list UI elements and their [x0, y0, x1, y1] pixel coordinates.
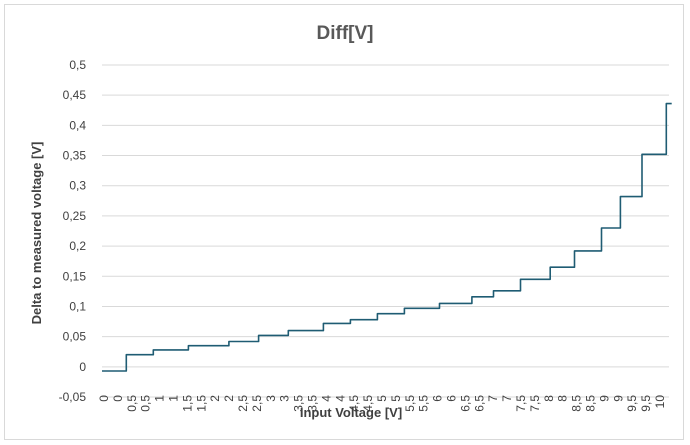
- x-tick-label: 3,5: [306, 395, 320, 412]
- y-tick-label: 0,3: [69, 179, 86, 193]
- y-tick-label: 0,5: [69, 58, 86, 72]
- y-tick-label: -0,05: [59, 390, 87, 404]
- x-tick-label: 7: [500, 395, 514, 402]
- x-tick-label: 7: [486, 395, 500, 402]
- x-tick-label: 6: [445, 395, 459, 402]
- y-tick-label: 0,1: [69, 299, 86, 313]
- y-tick-label: 0: [79, 360, 86, 374]
- x-tick-label: 4,5: [361, 395, 375, 412]
- y-tick-label: 0,15: [63, 269, 87, 283]
- series-line: [102, 102, 672, 372]
- x-tick-label: 1,5: [180, 395, 194, 412]
- x-tick-label: 0: [97, 395, 111, 402]
- x-tick-label: 0: [111, 395, 125, 402]
- x-tick-label: 1: [153, 395, 167, 402]
- line-chart: Diff[V] -0,05 0 0,05 0,1 0,15 0,2 0,25 0,3 0,35 0…: [29, 23, 672, 420]
- x-tick-label: 8: [556, 395, 570, 402]
- x-tick-label: 4: [319, 395, 333, 402]
- y-tick-label: 0,45: [63, 88, 87, 102]
- x-tick-label: 8: [542, 395, 556, 402]
- x-tick-label: 0,5: [139, 395, 153, 412]
- series-layer: [102, 102, 672, 372]
- x-tick-label: 3: [264, 395, 278, 402]
- chart-title: Diff[V]: [317, 23, 374, 44]
- x-tick-label: 10: [653, 395, 667, 409]
- x-tick-label: 8,5: [570, 395, 584, 412]
- x-axis-title: Input Voltage [V]: [300, 405, 402, 420]
- y-tick-label: 0,35: [63, 149, 87, 163]
- x-tick-label: 9: [611, 395, 625, 402]
- x-tick-label: 9: [597, 395, 611, 402]
- x-tick-label: 3: [278, 395, 292, 402]
- x-tick-label: 2: [208, 395, 222, 402]
- y-tick-labels: -0,05 0 0,05 0,1 0,15 0,2 0,25 0,3 0,35 0,4 0,45 0,…: [59, 58, 87, 404]
- x-tick-label: 9,5: [639, 395, 653, 412]
- y-tick-label: 0,25: [63, 209, 87, 223]
- gridlines: [102, 64, 669, 398]
- x-tick-label: 6,5: [458, 395, 472, 412]
- x-tick-label: 6,5: [472, 395, 486, 412]
- x-tick-label: 4: [333, 395, 347, 402]
- x-tick-label: 5: [375, 395, 389, 402]
- x-tick-labels: 0 0 0,5 0,5 1 1 1,5 1,5 2 2 2,5 2,5 3 3 3,5 3,5 4 4 4,5 4,5…: [97, 395, 667, 412]
- x-tick-label: 2,5: [250, 395, 264, 412]
- x-tick-label: 7,5: [514, 395, 528, 412]
- x-tick-label: 5,5: [417, 395, 431, 412]
- y-tick-label: 0,2: [69, 239, 86, 253]
- x-tick-label: 1: [167, 395, 181, 402]
- y-axis-title: Delta to measured voltage [V]: [29, 142, 44, 325]
- x-tick-label: 2,5: [236, 395, 250, 412]
- x-tick-label: 2: [222, 395, 236, 402]
- x-tick-label: 7,5: [528, 395, 542, 412]
- x-tick-label: 3,5: [292, 395, 306, 412]
- x-tick-label: 5,5: [403, 395, 417, 412]
- x-tick-label: 6: [431, 395, 445, 402]
- y-tick-label: 0,05: [63, 330, 87, 344]
- y-tick-label: 0,4: [69, 118, 86, 132]
- x-tick-label: 8,5: [584, 395, 598, 412]
- x-tick-label: 1,5: [194, 395, 208, 412]
- x-tick-label: 0,5: [125, 395, 139, 412]
- x-tick-label: 5: [389, 395, 403, 402]
- chart-area: Diff[V] -0,05 0 0,05 0,1 0,15 0,2 0,25 0,3 0,35 0…: [4, 4, 684, 440]
- x-tick-label: 4,5: [347, 395, 361, 412]
- x-tick-label: 9,5: [625, 395, 639, 412]
